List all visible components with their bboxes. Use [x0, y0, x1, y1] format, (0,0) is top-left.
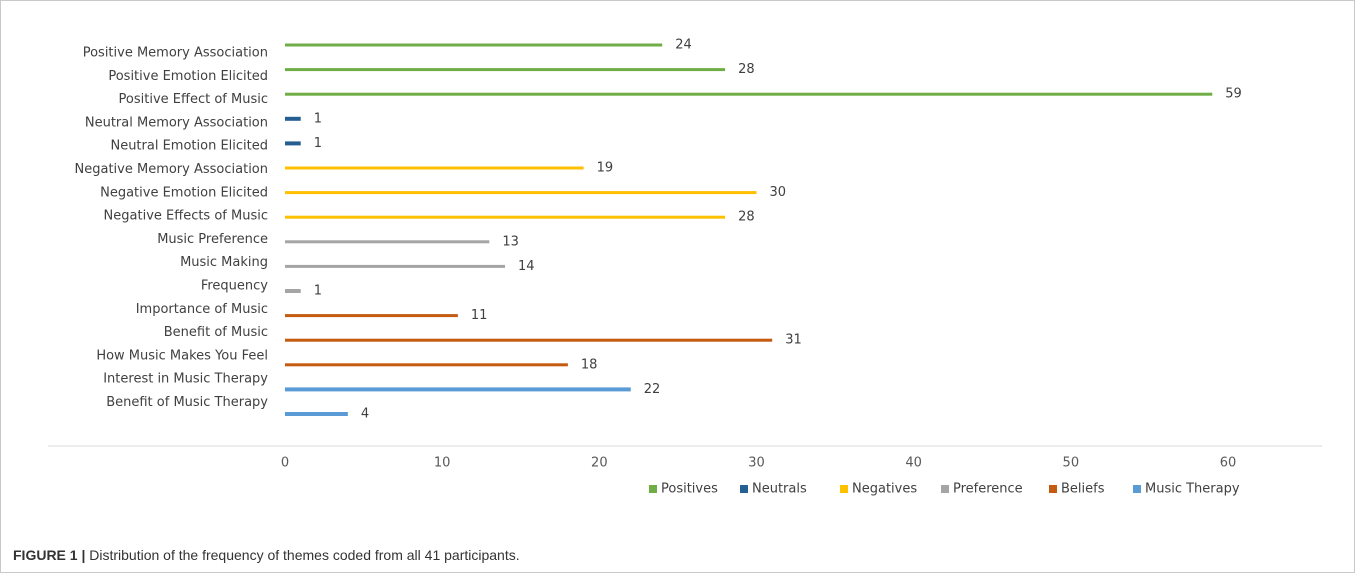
- data-label: 28: [738, 210, 755, 225]
- category-label: Positive Emotion Elicited: [108, 69, 268, 84]
- bar: [285, 314, 458, 318]
- x-axis-ticks: 0 10 20 30 40 50 60: [281, 456, 1236, 471]
- data-label: 24: [675, 38, 692, 53]
- caption-label: FIGURE 1 |: [13, 547, 86, 563]
- x-tick-label: 10: [434, 456, 451, 471]
- category-label: Benefit of Music: [164, 325, 268, 340]
- bar-chart: Positive Memory Association Positive Emot…: [48, 38, 1322, 497]
- bar: [285, 363, 568, 367]
- legend: Positives Neutrals Negatives Preference Beli…: [649, 482, 1240, 497]
- x-tick-label: 50: [1063, 456, 1080, 471]
- bar: [285, 141, 301, 146]
- bars: [285, 43, 1213, 416]
- legend-swatch: [649, 485, 657, 493]
- category-label: Positive Effect of Music: [119, 92, 268, 107]
- x-tick-label: 60: [1220, 456, 1237, 471]
- data-label: 19: [597, 161, 614, 176]
- data-label: 1: [314, 136, 322, 151]
- data-label: 22: [644, 382, 661, 397]
- bar: [285, 289, 301, 293]
- bar: [285, 215, 726, 219]
- bar: [285, 68, 726, 72]
- bar: [285, 387, 631, 392]
- caption-text: Distribution of the frequency of themes …: [85, 547, 520, 563]
- figure-caption: FIGURE 1 | Distribution of the frequency…: [13, 547, 520, 563]
- x-tick-label: 20: [591, 456, 608, 471]
- legend-swatch: [1133, 485, 1141, 493]
- bar: [285, 116, 301, 121]
- data-label: 13: [502, 234, 519, 249]
- category-label: Neutral Memory Association: [85, 115, 268, 130]
- legend-label: Positives: [661, 482, 718, 497]
- bar: [285, 92, 1213, 96]
- legend-label: Music Therapy: [1145, 482, 1240, 497]
- bar: [285, 412, 348, 416]
- category-label: Positive Memory Association: [83, 46, 268, 61]
- data-label: 14: [518, 259, 535, 274]
- data-label: 1: [314, 111, 322, 126]
- category-label: How Music Makes You Feel: [96, 348, 268, 363]
- data-label: 31: [785, 333, 802, 348]
- category-label: Music Preference: [157, 232, 268, 247]
- category-label: Benefit of Music Therapy: [106, 395, 268, 410]
- bar: [285, 166, 584, 170]
- bar: [285, 240, 490, 244]
- category-label: Importance of Music: [136, 302, 268, 317]
- data-label: 4: [361, 407, 369, 422]
- legend-label: Neutrals: [752, 482, 807, 497]
- category-label: Negative Effects of Music: [104, 209, 268, 224]
- data-label: 59: [1225, 87, 1242, 102]
- data-label: 30: [770, 185, 787, 200]
- category-label: Negative Memory Association: [75, 162, 269, 177]
- category-labels: Positive Memory Association Positive Emot…: [75, 46, 269, 411]
- category-label: Negative Emotion Elicited: [100, 185, 268, 200]
- legend-swatch: [740, 485, 748, 493]
- bar: [285, 264, 506, 268]
- x-tick-label: 40: [905, 456, 922, 471]
- bar: [285, 338, 773, 342]
- category-label: Interest in Music Therapy: [103, 372, 268, 387]
- bar: [285, 43, 663, 47]
- legend-label: Preference: [953, 482, 1023, 497]
- x-tick-label: 0: [281, 456, 289, 471]
- category-label: Frequency: [201, 279, 268, 294]
- legend-label: Negatives: [852, 482, 917, 497]
- data-label: 1: [314, 284, 322, 299]
- data-label: 18: [581, 357, 598, 372]
- legend-swatch: [941, 485, 949, 493]
- legend-label: Beliefs: [1061, 482, 1105, 497]
- category-label: Neutral Emotion Elicited: [110, 139, 268, 154]
- bar: [285, 191, 757, 195]
- category-label: Music Making: [180, 255, 268, 270]
- data-label: 11: [471, 308, 488, 323]
- x-tick-label: 30: [748, 456, 765, 471]
- data-label: 28: [738, 62, 755, 77]
- legend-swatch: [840, 485, 848, 493]
- legend-swatch: [1049, 485, 1057, 493]
